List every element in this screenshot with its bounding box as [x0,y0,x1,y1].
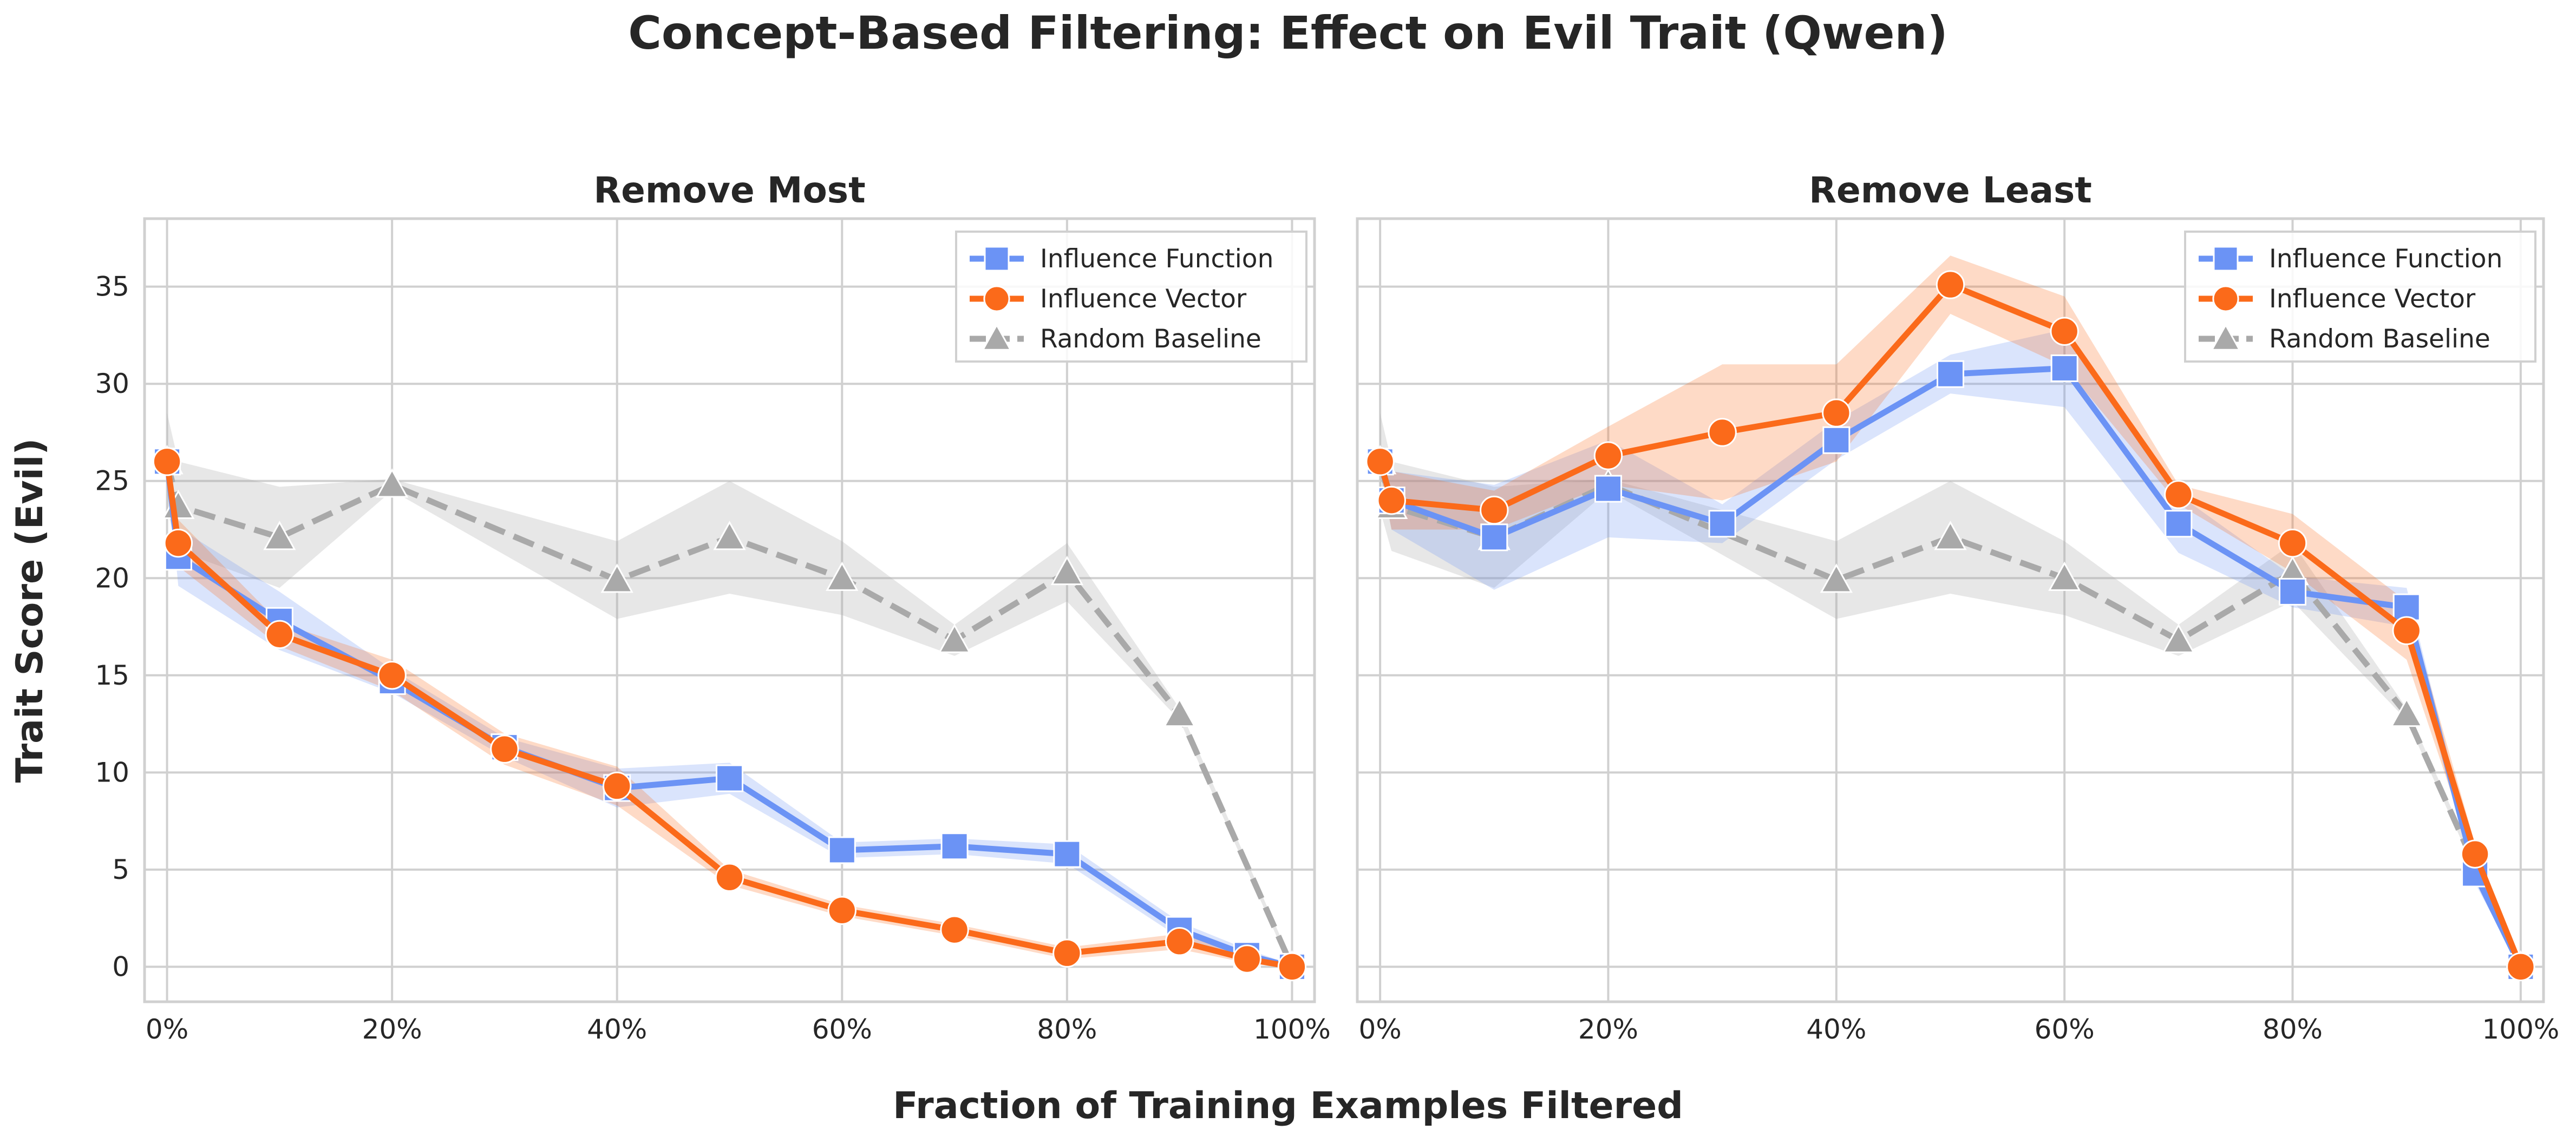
data-point-influence-vector [715,863,744,892]
x-tick-label: 40% [587,1014,647,1045]
y-tick-label: 10 [95,757,129,788]
data-point-influence-vector [2050,317,2079,346]
legend-label: Influence Function [2269,244,2502,274]
plot-frame [143,217,1316,1003]
data-point-influence-function [2392,593,2421,621]
plot-frame [1356,217,2545,1003]
legend-marker-random-baseline [982,323,1012,351]
data-point-random-baseline [826,561,859,591]
data-point-influence-vector [164,528,193,558]
data-point-influence-vector [1365,447,1395,476]
panel-remove-least: 0% 20% 40% 60% 80% 100% Remove Least Influence … [1356,169,2559,1045]
data-point-influence-vector [265,620,295,649]
data-point-random-baseline [2390,697,2423,727]
x-tick-label: 100% [2482,1014,2559,1045]
legend-label: Random Baseline [1040,324,1261,354]
data-point-influence-vector [1822,398,1851,428]
data-point-random-baseline [938,623,971,653]
data-point-random-baseline [263,521,296,550]
data-point-influence-function [2165,510,2193,538]
data-point-random-baseline [1820,563,1853,593]
panel-title: Remove Most [593,169,865,211]
data-point-influence-vector [1165,927,1194,956]
data-point-influence-vector [603,771,632,801]
data-point-influence-vector [2164,480,2193,509]
data-point-influence-vector [2460,839,2490,869]
data-point-influence-vector [152,447,182,476]
confidence-band-influence-vector [1380,255,2521,969]
data-point-influence-function [1708,510,1736,538]
legend-marker-influence-vector [2212,285,2239,312]
data-point-influence-vector [490,734,519,764]
data-point-influence-vector [1232,944,1262,974]
figure-title: Concept-Based Filtering: Effect on Evil … [628,6,1947,60]
legend-marker-random-baseline [2211,323,2241,351]
data-point-random-baseline [713,521,746,550]
x-axis-label: Fraction of Training Examples Filtered [893,1085,1683,1127]
x-tick-label: 40% [1806,1014,1866,1045]
data-point-influence-function [1480,523,1508,551]
data-point-influence-vector [1052,938,1082,968]
data-point-random-baseline [1050,555,1084,586]
x-tick-label: 0% [146,1014,188,1045]
y-axis-label: Trait Score (Evil) [9,438,51,783]
confidence-band-influence-function [1380,329,2521,969]
legend-label: Random Baseline [2269,324,2490,354]
data-point-random-baseline [2048,561,2081,591]
panel-remove-most: 0% 20% 40% 60% 80% 100% 0 5 10 15 20 25 30 35 Remove M… [95,169,1331,1045]
x-tick-label: 20% [362,1014,422,1045]
legend-marker-influence-function [2213,246,2239,272]
data-point-influence-function [1822,426,1851,454]
data-point-influence-vector [1277,952,1307,982]
data-point-influence-vector [2278,528,2307,558]
data-point-random-baseline [1163,697,1196,727]
y-tick-label: 15 [95,660,129,691]
legend-label: Influence Vector [2269,284,2476,314]
data-point-influence-function [2050,354,2078,382]
data-point-influence-function [716,764,743,792]
x-tick-label: 80% [1037,1014,1097,1045]
data-point-influence-function [1053,840,1081,868]
data-point-influence-function [828,836,856,864]
legend-label: Influence Vector [1040,284,1247,314]
data-point-influence-vector [1593,441,1623,470]
y-tick-label: 30 [95,368,129,399]
data-point-influence-vector [827,896,857,925]
data-point-influence-vector [1936,270,1965,299]
data-point-influence-vector [377,661,407,690]
data-point-influence-vector [2392,616,2421,645]
data-point-random-baseline [375,468,409,498]
legend-marker-influence-vector [983,285,1010,312]
y-tick-label: 35 [95,271,129,303]
data-point-influence-function [1594,475,1622,503]
series-line-influence-function [1377,365,2523,968]
x-tick-label: 100% [1253,1014,1331,1045]
data-point-influence-function [1937,360,1964,388]
data-point-random-baseline [1934,521,1967,550]
y-tick-label: 0 [112,951,129,982]
data-point-influence-function [940,832,969,860]
data-point-influence-vector [1708,418,1737,447]
x-tick-label: 0% [1358,1014,1401,1045]
legend-marker-influence-function [984,246,1010,272]
x-tick-label: 60% [2035,1014,2095,1045]
data-point-random-baseline [600,563,633,593]
x-tick-label: 80% [2263,1014,2323,1045]
y-tick-label: 5 [112,854,129,885]
data-point-influence-function [2279,577,2307,606]
data-point-influence-vector [2506,952,2535,982]
data-point-random-baseline [2162,623,2195,653]
panel-title: Remove Least [1809,169,2092,211]
data-point-influence-vector [1480,495,1509,525]
legend-label: Influence Function [1040,244,1273,274]
data-point-influence-vector [940,915,969,944]
x-tick-label: 20% [1578,1014,1638,1045]
y-tick-label: 20 [95,562,129,594]
y-tick-label: 25 [95,465,129,497]
data-point-influence-vector [1377,485,1406,515]
x-tick-label: 60% [812,1014,872,1045]
